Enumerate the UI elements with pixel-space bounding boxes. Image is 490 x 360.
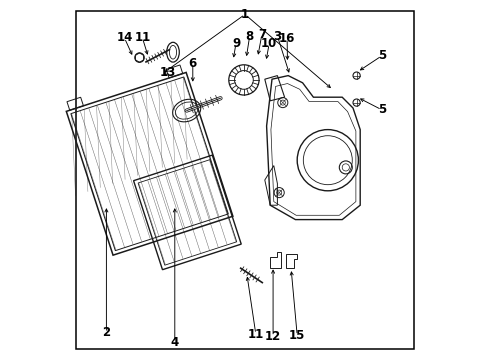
Text: 6: 6 xyxy=(189,57,197,69)
Text: 15: 15 xyxy=(289,329,305,342)
Text: 10: 10 xyxy=(261,37,277,50)
Text: 4: 4 xyxy=(171,336,179,349)
Text: 2: 2 xyxy=(102,327,110,339)
Text: 9: 9 xyxy=(232,37,240,50)
Text: 8: 8 xyxy=(245,30,254,42)
Text: 3: 3 xyxy=(273,30,281,42)
Text: 11: 11 xyxy=(134,31,150,44)
Text: 1: 1 xyxy=(241,8,249,21)
Text: 5: 5 xyxy=(378,103,386,116)
Text: 5: 5 xyxy=(378,49,386,62)
Text: 7: 7 xyxy=(258,28,266,41)
Text: 16: 16 xyxy=(279,32,295,45)
Text: 14: 14 xyxy=(116,31,133,44)
Text: 12: 12 xyxy=(265,330,281,343)
Text: 13: 13 xyxy=(159,66,176,78)
Text: 11: 11 xyxy=(247,328,264,341)
